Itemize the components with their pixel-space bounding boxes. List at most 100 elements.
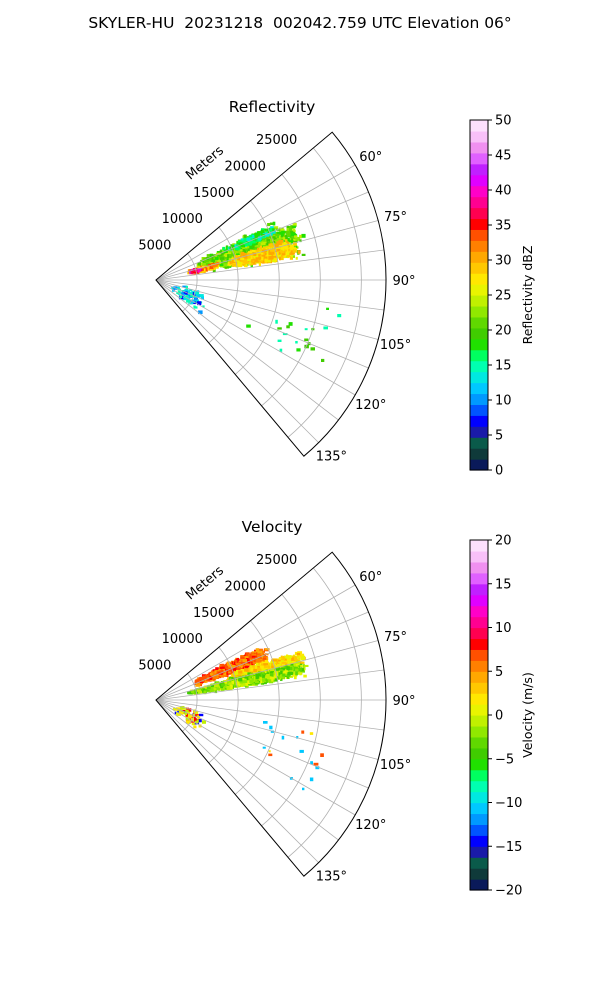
echo-pixel [204, 260, 209, 263]
echo-pixel [258, 262, 261, 267]
echo-pixel [274, 241, 279, 244]
echo-pixel [279, 256, 284, 261]
colorbar-tick-label: 10 [495, 394, 512, 409]
colorbar-tick-label: 40 [495, 184, 512, 199]
echo-pixel [227, 664, 231, 668]
echo-pixel [288, 322, 293, 326]
echo-pixel [290, 254, 293, 258]
echo-pixel [251, 240, 256, 243]
echo-pixel [310, 347, 315, 351]
echo-pixel [292, 673, 298, 677]
echo-pixel [248, 262, 252, 265]
echo-pixel [251, 245, 255, 249]
echo-pixel [234, 671, 239, 676]
echo-pixel [295, 256, 298, 260]
echo-pixel [200, 296, 204, 300]
colorbar-swatch [470, 229, 488, 241]
echo-pixel [286, 225, 291, 229]
echo-pixel [197, 301, 202, 306]
echo-pixel [228, 667, 232, 672]
echo-pixel [211, 254, 215, 257]
echo-pixel [278, 677, 282, 680]
colorbar-swatch [470, 404, 488, 416]
echo-pixel [245, 652, 249, 657]
echo-pixel [205, 674, 210, 679]
echo-pixel [241, 248, 246, 252]
echo-pixel [240, 251, 245, 256]
echo-pixel [252, 259, 255, 262]
echo-pixel [239, 259, 245, 262]
echo-pixel [206, 257, 211, 261]
echo-pixel [219, 254, 224, 258]
echo-pixel [292, 657, 298, 661]
echo-pixel [256, 231, 261, 236]
colorbar-swatch [470, 459, 488, 471]
echo-pixel [212, 269, 216, 273]
echo-pixel [291, 657, 294, 662]
echo-pixel [257, 247, 260, 252]
echo-pixel [240, 656, 245, 659]
echo-pixel [247, 254, 251, 259]
colorbar-tick-label: 0 [495, 464, 503, 479]
echo-pixel [301, 233, 306, 238]
colorbar-swatch [470, 448, 488, 460]
echo-pixel [247, 253, 252, 256]
echo-pixel [249, 666, 252, 671]
echo-pixel [267, 258, 272, 262]
echo-pixel [278, 657, 283, 660]
echo-pixel [249, 234, 253, 238]
echo-pixel [295, 656, 301, 659]
echo-pixel [248, 238, 253, 242]
echo-pixel [222, 246, 226, 251]
reflectivity-grid [155, 147, 386, 443]
echo-pixel [295, 236, 301, 241]
echo-pixel [220, 674, 225, 678]
echo-pixel [237, 260, 241, 264]
echo-pixel [267, 253, 272, 258]
echo-pixel [289, 655, 293, 658]
echo-pixel [238, 664, 244, 667]
echo-pixel [251, 253, 254, 256]
range-axis-label: Meters [183, 143, 227, 183]
echo-pixel [293, 663, 296, 667]
echo-pixel [277, 251, 280, 255]
echo-pixel [231, 263, 236, 267]
colorbar-tick-label: 50 [495, 114, 512, 129]
echo-pixel [211, 260, 214, 264]
echo-pixel [255, 234, 260, 238]
echo-pixel [258, 660, 263, 663]
echo-pixel [249, 682, 255, 686]
echo-pixel [293, 238, 296, 241]
echo-pixel [212, 675, 217, 679]
echo-pixel [280, 234, 284, 238]
echo-pixel [248, 669, 252, 674]
echo-pixel [197, 262, 201, 266]
echo-pixel [281, 230, 286, 234]
echo-pixel [288, 675, 293, 678]
echo-pixel [250, 667, 254, 672]
echo-pixel [265, 233, 270, 237]
echo-pixel [274, 243, 279, 248]
echo-pixel [219, 670, 223, 674]
colorbar-swatch [470, 141, 488, 154]
echo-pixel [222, 668, 225, 672]
echo-pixel [337, 314, 342, 318]
echo-pixel [249, 249, 253, 252]
echo-pixel [295, 671, 298, 676]
echo-pixel [258, 254, 263, 257]
azimuth-tick-label: 60° [359, 150, 382, 165]
echo-pixel [254, 651, 259, 655]
echo-pixel [268, 256, 273, 260]
echo-pixel [219, 250, 223, 254]
echo-pixel [232, 259, 236, 264]
echo-pixel [280, 233, 284, 236]
colorbar-label: Reflectivity dBZ [520, 246, 535, 345]
echo-pixel [263, 228, 267, 232]
echo-pixel [300, 668, 304, 672]
colorbar-swatch [470, 327, 488, 340]
echo-pixel [229, 261, 232, 265]
colorbar-swatch [470, 360, 488, 373]
echo-pixel [278, 239, 284, 243]
echo-pixel [200, 689, 204, 693]
